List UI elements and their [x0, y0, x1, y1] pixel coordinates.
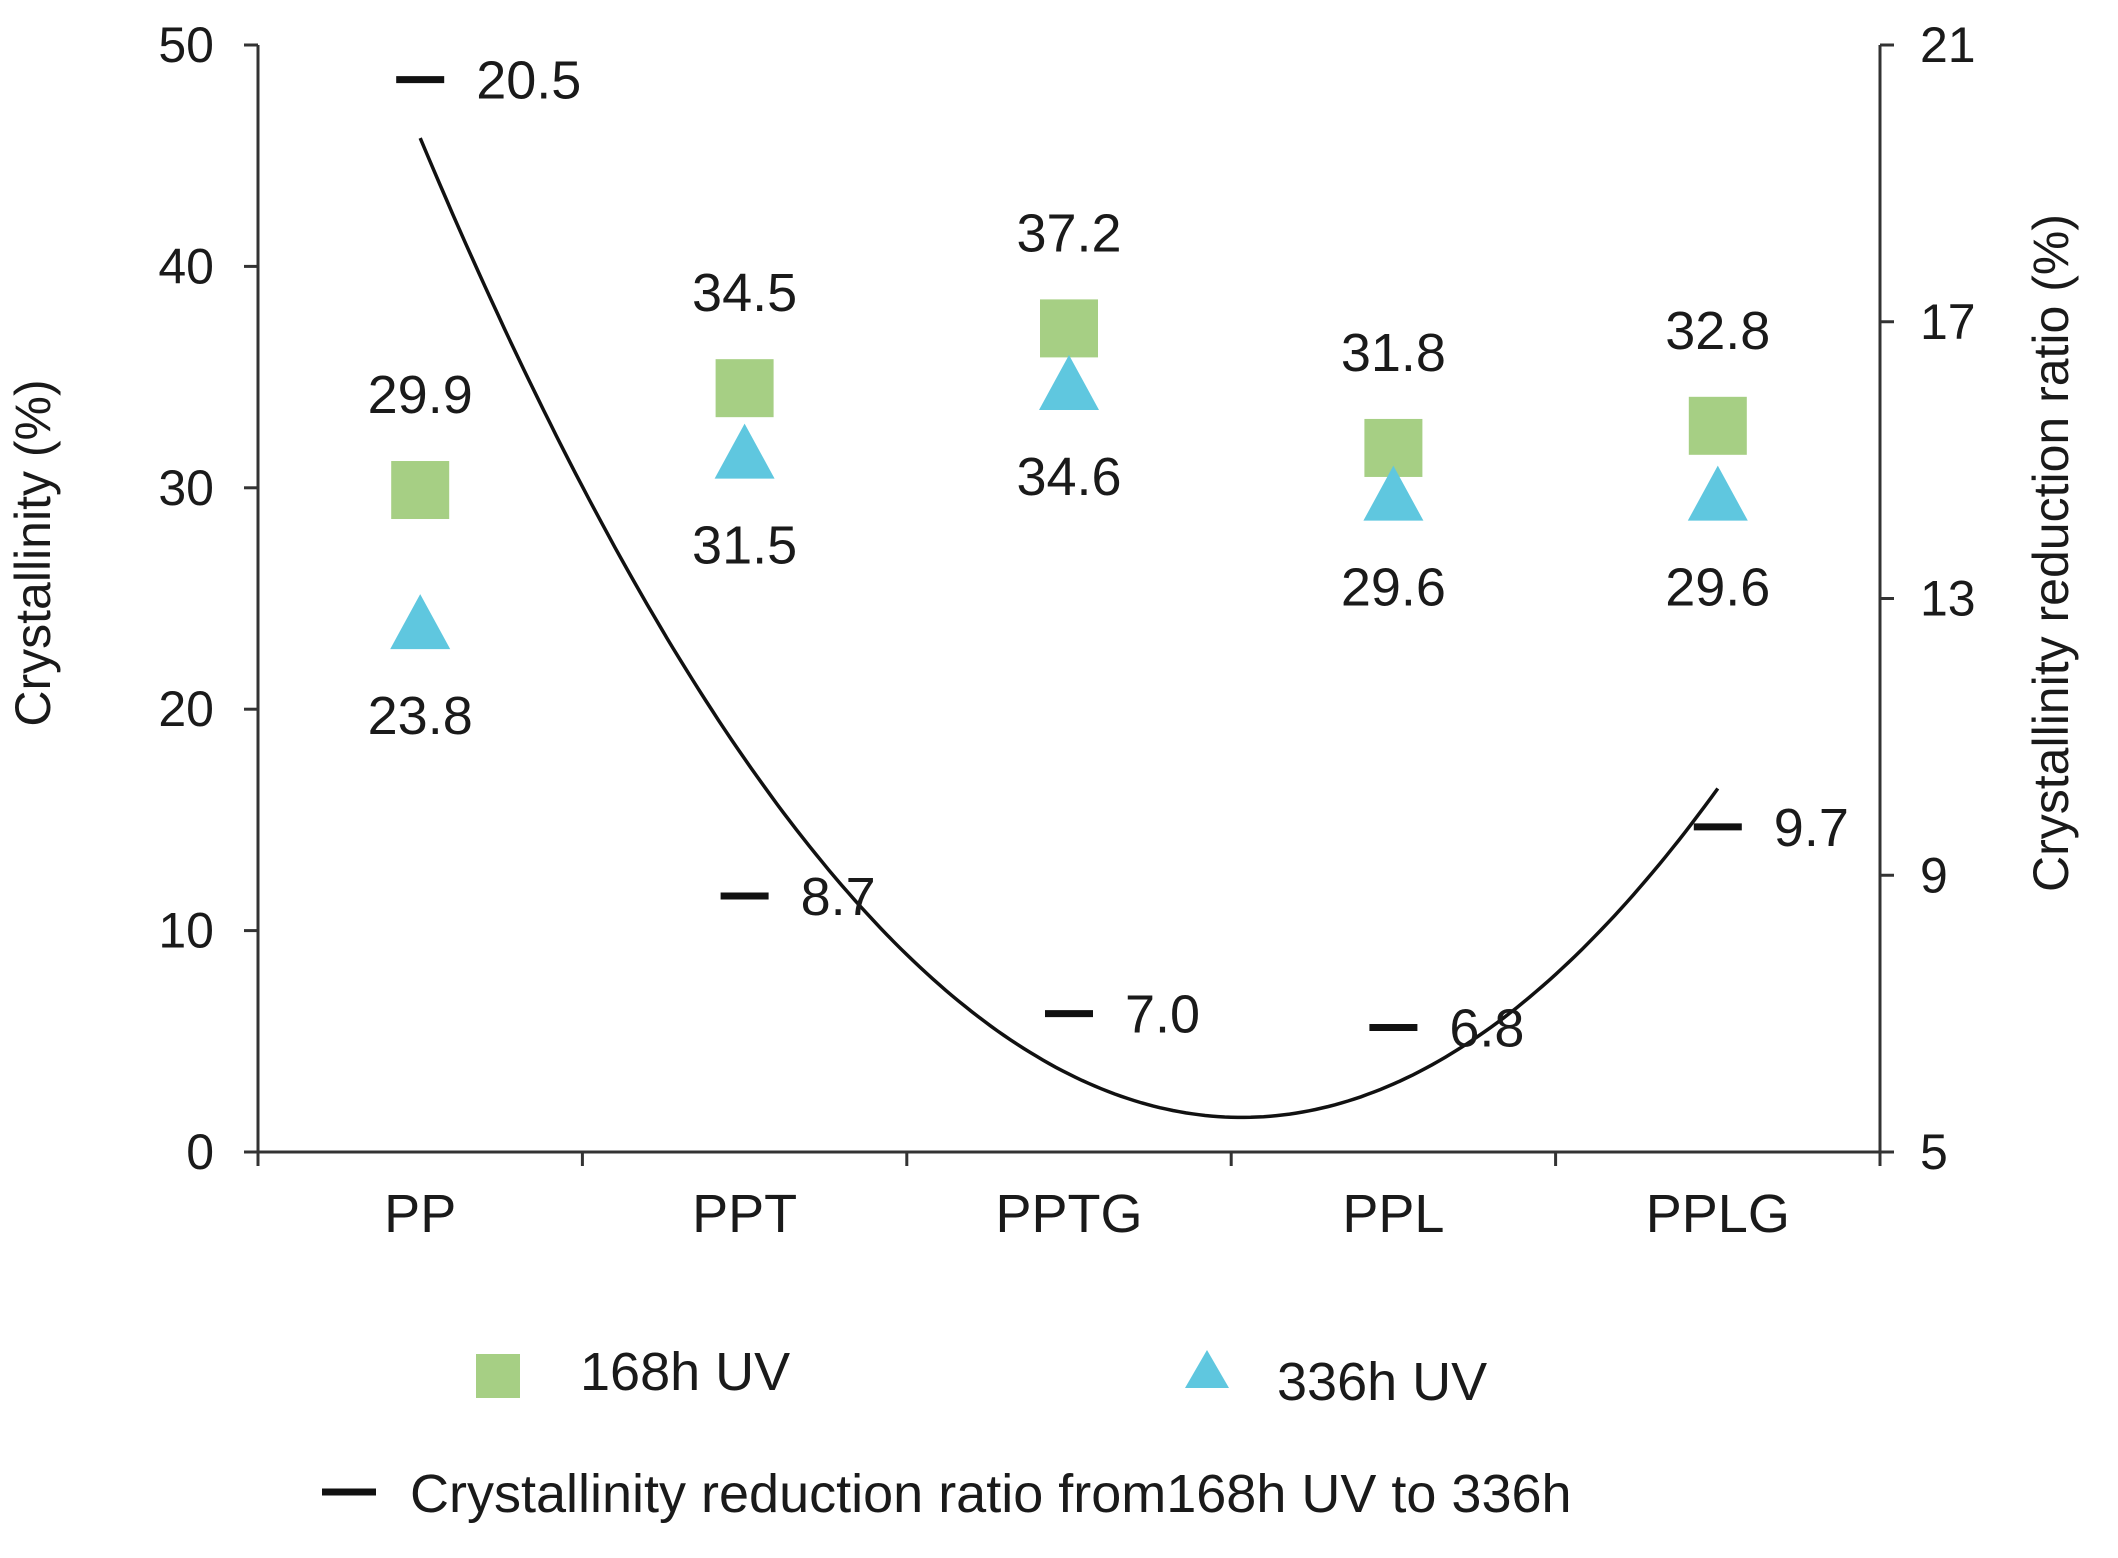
- x-category-label: PP: [384, 1184, 456, 1244]
- data-label-336h: 29.6: [1341, 558, 1446, 618]
- data-labels: 29.9 34.5 37.2 31.8 32.8 23.8 31.5 34.6 29.6 29.6…: [368, 51, 1849, 1059]
- y-right-tick-label: 13: [1920, 571, 1976, 627]
- trendline: [418, 137, 1720, 1120]
- legend-label-168h: 168h UV: [580, 1342, 790, 1402]
- square-marker-168h: [1040, 299, 1098, 358]
- data-label-reduction: 6.8: [1449, 998, 1524, 1058]
- data-label-reduction: 9.7: [1774, 798, 1849, 858]
- triangle-marker-336h: [1039, 354, 1099, 410]
- data-label-168h: 34.5: [692, 263, 797, 323]
- legend-square-marker: [476, 1354, 520, 1398]
- y-left-tick-label: 30: [158, 460, 214, 516]
- data-label-168h: 32.8: [1665, 301, 1770, 361]
- x-category-label: PPTG: [995, 1184, 1142, 1244]
- data-label-336h: 23.8: [368, 686, 473, 746]
- y-left-tick-label: 10: [158, 903, 214, 959]
- data-label-168h: 31.8: [1341, 323, 1446, 383]
- square-marker-168h: [391, 461, 450, 520]
- triangle-marker-336h: [1687, 465, 1748, 521]
- x-category-label: PPLG: [1646, 1184, 1790, 1244]
- y-right-tick-label: 5: [1920, 1124, 1948, 1180]
- data-label-reduction: 7.0: [1125, 985, 1200, 1045]
- axes: 0 10 20 30 40 50 5 9 13 17 21 PP PPT PPTG PPL PPLG: [158, 17, 1975, 1244]
- square-marker-168h: [1688, 396, 1747, 455]
- legend: 168h UV 336h UV Crystallinity reduction …: [322, 1342, 1572, 1524]
- square-marker-168h: [715, 359, 774, 418]
- x-category-label: PPL: [1342, 1184, 1444, 1244]
- legend-label-reduction-ratio: Crystallinity reduction ratio from168h U…: [410, 1464, 1572, 1524]
- triangle-marker-336h: [714, 423, 775, 479]
- trendline-group: [418, 137, 1720, 1120]
- y-axis-left-title: Crystallinity (%): [5, 379, 61, 726]
- y-right-tick-label: 9: [1920, 847, 1948, 903]
- legend-label-336h: 336h UV: [1277, 1352, 1487, 1412]
- y-axis-right-title: Crystallinity reduction ratio (%): [2023, 214, 2079, 892]
- data-label-168h: 37.2: [1016, 203, 1121, 263]
- data-label-168h: 29.9: [368, 365, 473, 425]
- y-right-tick-label: 21: [1920, 17, 1976, 73]
- y-right-tick-label: 17: [1920, 294, 1976, 350]
- data-label-reduction: 20.5: [476, 51, 581, 111]
- y-left-tick-label: 50: [158, 17, 214, 73]
- data-label-336h: 29.6: [1665, 558, 1770, 618]
- y-left-tick-label: 0: [186, 1124, 214, 1180]
- x-category-label: PPT: [692, 1184, 797, 1244]
- triangle-marker-336h: [1363, 465, 1424, 521]
- triangle-marker-336h: [390, 594, 451, 650]
- data-marks: [390, 76, 1748, 1031]
- data-label-336h: 31.5: [692, 516, 797, 576]
- data-label-reduction: 8.7: [801, 867, 876, 927]
- y-left-tick-label: 40: [158, 238, 214, 294]
- data-label-336h: 34.6: [1016, 447, 1121, 507]
- y-left-tick-label: 20: [158, 681, 214, 737]
- legend-triangle-marker: [1185, 1350, 1229, 1388]
